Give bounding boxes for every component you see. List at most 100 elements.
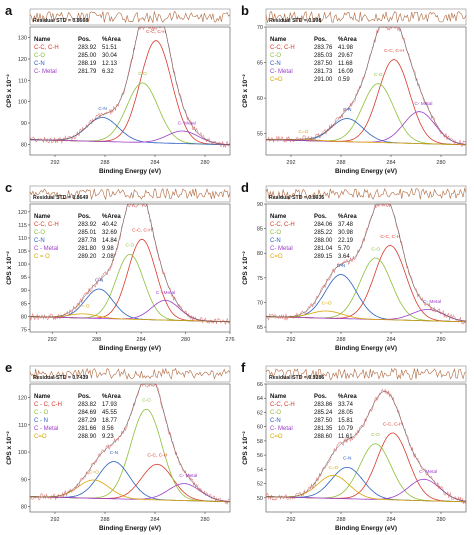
- table-name-cell: C-C, C-H: [270, 45, 295, 51]
- table-name-cell: C=O: [270, 254, 283, 260]
- table-pos-cell: 289.20: [78, 254, 97, 260]
- residual-label: Residual STD = 0.8649: [33, 195, 88, 201]
- table-pos-cell: 289.15: [314, 254, 333, 260]
- table-name-cell: C-N: [270, 238, 281, 244]
- table-header-cell: Name: [270, 37, 287, 43]
- plot-frame: [265, 26, 467, 156]
- x-tick-label: 288: [336, 160, 345, 166]
- y-tick-label: 55: [257, 132, 263, 138]
- peak-label: C=O: [299, 129, 309, 135]
- peak-label: C-N: [343, 456, 352, 462]
- table-pos-cell: 283.76: [314, 45, 333, 51]
- x-tick-label: 276: [225, 337, 234, 343]
- x-tick-label: 280: [436, 517, 445, 523]
- peak-label: C- Metal: [419, 469, 437, 475]
- peak-label: C-N: [337, 263, 346, 269]
- panel-b: Residual STD = 0.998 b 55 60 65 70 292 288 284 28…: [241, 3, 467, 175]
- residual-line: [29, 367, 231, 380]
- table-header-cell: Pos.: [314, 214, 327, 220]
- table-pos-cell: 287.50: [314, 61, 333, 67]
- table-area-cell: 12.13: [102, 61, 118, 67]
- table-name-cell: C - Metal: [34, 426, 58, 432]
- peak-label: C-C, C-H: [147, 453, 167, 459]
- table-name-cell: C-N: [34, 61, 45, 67]
- panel-d: Residual STD = 0.8035 d 65 70 75 80 85 90 292 288…: [241, 180, 467, 352]
- peak-label: C-O: [138, 71, 147, 77]
- y-tick-label: 70: [257, 25, 263, 31]
- x-tick-label: 292: [50, 517, 59, 523]
- x-tick-label: 280: [200, 160, 209, 166]
- peak-label: C- Metal: [179, 473, 197, 479]
- table-header-cell: %Area: [338, 394, 357, 400]
- raw-spectrum: [265, 203, 467, 325]
- panel-f: Residual STD = 0.9286 f 50 52 54 56 58 60 62 64 66…: [241, 360, 467, 532]
- x-axis-label: Binding Energy (eV): [335, 168, 397, 175]
- x-tick-label: 292: [286, 160, 295, 166]
- table-pos-cell: 281.66: [78, 426, 97, 432]
- table-area-cell: 3.64: [338, 254, 350, 260]
- table-name-cell: C=O: [270, 434, 283, 440]
- peak-label: C-O: [371, 432, 380, 438]
- table-name-cell: C-O: [34, 53, 45, 59]
- x-tick-label: 288: [92, 337, 101, 343]
- y-tick-label: 90: [21, 477, 27, 483]
- table-name-cell: C - Metal: [34, 246, 58, 252]
- table-area-cell: 29.67: [338, 53, 354, 59]
- peak-label: C- Metal: [178, 121, 196, 127]
- y-tick-label: 105: [18, 249, 27, 255]
- plot-frame: [29, 26, 231, 156]
- y-tick-label: 85: [21, 301, 27, 307]
- table-header-cell: Pos.: [78, 214, 91, 220]
- component-curve: [29, 130, 230, 145]
- x-tick-label: 284: [150, 160, 159, 166]
- y-axis-label: CPS x 10⁻²: [242, 250, 249, 284]
- table-pos-cell: 287.50: [314, 418, 333, 424]
- y-tick-label: 120: [18, 210, 27, 216]
- table-pos-cell: 281.79: [78, 69, 97, 75]
- panel-e: Residual STD = 0.7439 e 80 90 100 110 120 292 28…: [5, 360, 231, 532]
- table-area-cell: 10.79: [338, 426, 354, 432]
- y-tick-label: 75: [257, 276, 263, 282]
- table-area-cell: 11.68: [338, 61, 353, 67]
- table-area-cell: 32.69: [102, 230, 118, 236]
- y-tick-label: 65: [257, 61, 263, 67]
- table-pos-cell: 285.01: [78, 230, 97, 236]
- fit-envelope: [29, 203, 231, 323]
- y-tick-label: 130: [18, 36, 27, 42]
- table-name-cell: C-O: [270, 230, 281, 236]
- y-tick-label: 65: [257, 325, 263, 331]
- table-pos-cell: 285.24: [314, 410, 333, 416]
- y-tick-label: 90: [21, 288, 27, 294]
- panel-label: f: [241, 360, 246, 375]
- peak-label: C-N: [343, 107, 352, 113]
- table-area-cell: 8.56: [102, 426, 114, 432]
- table-area-cell: 9.23: [102, 434, 114, 440]
- y-tick-label: 90: [257, 202, 263, 208]
- residual-strip: [29, 365, 231, 383]
- y-tick-label: 56: [257, 453, 263, 459]
- table-pos-cell: 285.22: [314, 230, 333, 236]
- table-name-cell: C-N: [270, 418, 281, 424]
- table-name-cell: C-C, C-H: [34, 45, 59, 51]
- table-area-cell: 14.84: [102, 238, 118, 244]
- table-name-cell: C-O: [34, 230, 45, 236]
- peak-label: C=O: [89, 470, 99, 476]
- table-name-cell: C - O: [34, 410, 49, 416]
- peak-label: C-N: [95, 277, 104, 283]
- table-area-cell: 30.98: [338, 230, 354, 236]
- plot-frame: [265, 383, 467, 513]
- component-curve: [265, 478, 467, 502]
- y-tick-label: 70: [257, 300, 263, 306]
- y-axis-label: CPS x 10⁻²: [6, 73, 13, 107]
- peak-label: C- Metal: [414, 101, 432, 107]
- table-area-cell: 0.59: [338, 77, 350, 83]
- table-header-cell: %Area: [338, 214, 357, 220]
- table-pos-cell: 281.04: [314, 246, 333, 252]
- x-tick-label: 288: [100, 517, 109, 523]
- table-header-cell: %Area: [102, 394, 121, 400]
- table-pos-cell: 284.06: [314, 222, 333, 228]
- x-tick-label: 284: [386, 160, 395, 166]
- table-header-cell: Pos.: [78, 394, 91, 400]
- table-name-cell: C- Metal: [270, 246, 293, 252]
- table-pos-cell: 281.35: [314, 426, 333, 432]
